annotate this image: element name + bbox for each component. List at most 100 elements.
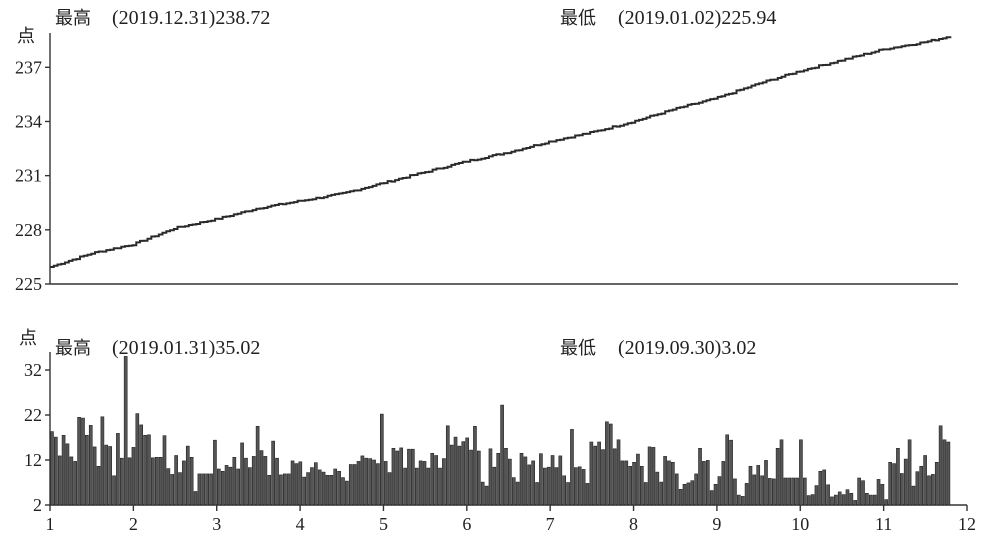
bar (942, 439, 947, 506)
bar (65, 443, 70, 506)
bar (771, 478, 776, 506)
bar (314, 462, 318, 506)
bar (663, 456, 667, 506)
bar (282, 473, 287, 506)
bar (403, 467, 407, 506)
bar (399, 447, 404, 506)
bar (868, 494, 873, 506)
bar (636, 453, 640, 506)
bar (795, 477, 799, 506)
bar (872, 494, 877, 506)
bar (360, 455, 365, 506)
top-panel: 225 228 231 234 237 (15, 33, 958, 294)
bar (923, 455, 927, 506)
bar (411, 448, 415, 506)
bar (147, 434, 151, 506)
bar (414, 467, 419, 506)
bar (814, 485, 819, 506)
bar (453, 436, 458, 506)
bar (841, 494, 846, 506)
bar (244, 457, 248, 506)
bar (484, 485, 489, 506)
bar (671, 461, 675, 506)
bar (81, 417, 85, 506)
bar (624, 460, 629, 506)
bar (674, 473, 679, 506)
bar (554, 467, 559, 506)
bar (123, 356, 128, 506)
bar (562, 475, 567, 506)
bar (69, 456, 74, 506)
bar (779, 439, 784, 506)
bar (438, 467, 442, 506)
bar (667, 460, 671, 506)
bar (232, 456, 237, 506)
bar (469, 449, 473, 506)
x-tick-label: 2 (129, 514, 138, 534)
bar (302, 476, 307, 506)
bar (127, 457, 132, 506)
bar (927, 475, 931, 506)
top-y-tick-label: 237 (15, 57, 42, 77)
bar (783, 477, 788, 506)
bar (407, 448, 411, 506)
bar (341, 477, 345, 506)
bar (907, 439, 912, 506)
bar (581, 469, 586, 506)
top-y-tick-label: 228 (15, 220, 42, 240)
bar (434, 455, 438, 506)
bar (430, 452, 435, 506)
bar (480, 481, 485, 506)
bar (535, 482, 539, 506)
bar (213, 439, 217, 506)
bar (515, 481, 520, 506)
bar (197, 473, 202, 506)
bar (348, 464, 353, 506)
bar (896, 447, 900, 506)
bar (760, 475, 764, 506)
bar (511, 477, 516, 506)
bar (616, 439, 621, 506)
bar (826, 484, 830, 506)
bar (523, 456, 528, 506)
bar (531, 460, 535, 506)
bar (395, 450, 400, 506)
bar (628, 465, 632, 506)
bar (504, 447, 508, 506)
bar (457, 445, 462, 506)
bar (259, 450, 264, 506)
x-tick-label: 10 (791, 514, 809, 534)
x-tick-label: 6 (462, 514, 471, 534)
bar (542, 467, 547, 506)
bar (345, 480, 349, 506)
bar (379, 413, 384, 506)
bar (659, 481, 664, 506)
bar (915, 471, 920, 506)
bar (465, 437, 469, 506)
bottom-y-tick-label: 22 (24, 405, 42, 425)
bar (799, 439, 803, 506)
bar (310, 467, 314, 506)
bar (903, 458, 908, 506)
bar (740, 496, 745, 506)
bar (422, 461, 427, 506)
bar (892, 463, 896, 506)
bar (263, 456, 268, 506)
bar (228, 466, 233, 506)
bar (205, 473, 209, 506)
bar (131, 447, 136, 506)
bar (589, 441, 594, 506)
bar (702, 461, 706, 506)
bar (725, 434, 729, 506)
bar (193, 491, 198, 506)
bar (88, 425, 93, 506)
bar (802, 477, 807, 506)
top-y-tick-label: 225 (15, 274, 42, 294)
bar (135, 413, 140, 506)
bar (597, 441, 601, 506)
bar (729, 439, 733, 506)
bottom-low-value: (2019.09.30)3.02 (618, 337, 756, 359)
bar (100, 416, 105, 506)
